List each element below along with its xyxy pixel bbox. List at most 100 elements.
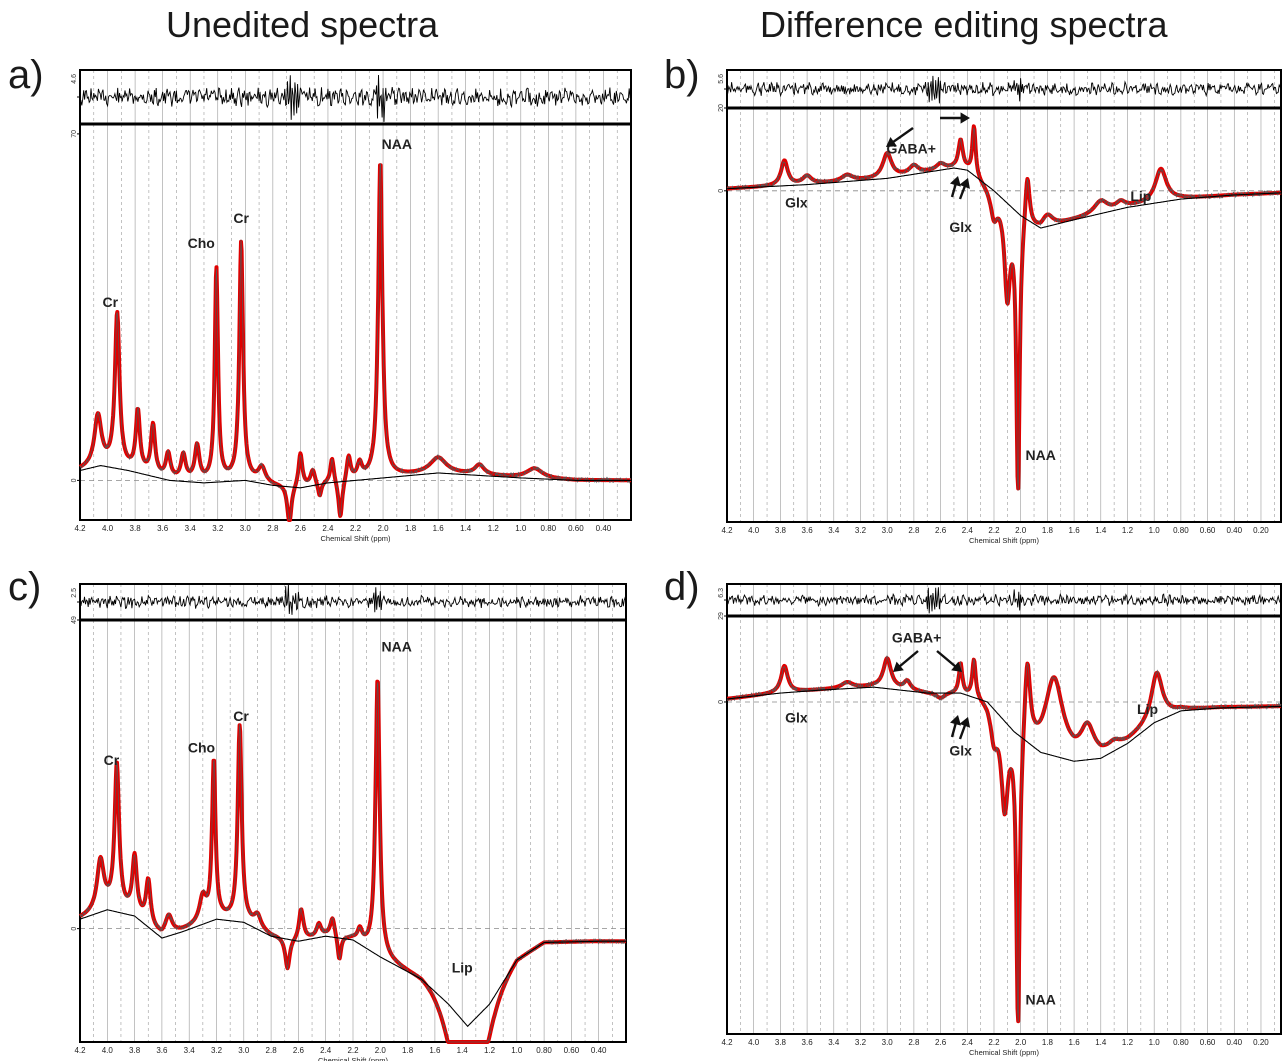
spectrum-frame [726, 615, 1282, 1035]
x-tick-label: 3.6 [802, 526, 814, 535]
x-tick-label: 0.20 [1253, 1038, 1269, 1047]
x-axis-label: Chemical Shift (ppm) [969, 536, 1040, 545]
y-tick-label: 20 [718, 104, 725, 112]
x-tick-label: 1.8 [402, 1046, 414, 1055]
x-tick-label: 2.2 [347, 1046, 359, 1055]
fit-line [725, 124, 1283, 491]
gaba-arrow-left [890, 127, 914, 145]
x-tick-label: 0.20 [1253, 526, 1269, 535]
x-tick-label: 1.0 [1149, 1038, 1161, 1047]
panel-b: b) 5.6 20 0 4.2 4.0 3.8 3.6 3.4 3.2 3.0 2.8 2.6 2.4 2.… [664, 53, 1283, 545]
x-tick-label: 2.0 [1015, 1038, 1027, 1047]
x-tick-label: 4.2 [721, 526, 733, 535]
x-tick-label: 3.2 [211, 1046, 223, 1055]
x-tick-label: 0.80 [1173, 526, 1189, 535]
y-tick-label: 49 [71, 616, 78, 624]
x-tick-label: 3.0 [882, 526, 894, 535]
x-tick-label: 1.4 [460, 524, 472, 533]
fit-line [725, 656, 1283, 1024]
x-tick-label: 3.8 [130, 524, 142, 533]
annotation-glx: Glx [949, 219, 972, 235]
baseline-line [726, 686, 1281, 762]
y-tick-label: 0 [71, 927, 78, 931]
annotation-naa: NAA [1026, 447, 1056, 463]
residual-trace [726, 587, 1282, 614]
residual-scale-label: 2.5 [71, 588, 78, 598]
gaba-arrow-right [936, 650, 959, 670]
x-tick-label: 2.8 [908, 1038, 920, 1047]
x-tick-label: 2.2 [988, 1038, 1000, 1047]
x-tick-label: 3.6 [157, 524, 169, 533]
glx-arrow-2-head [959, 178, 970, 189]
x-tick-label: 1.4 [1095, 1038, 1107, 1047]
x-tick-label: 0.40 [591, 1046, 607, 1055]
panel-label: d) [664, 565, 700, 609]
x-tick-label: 2.8 [267, 524, 279, 533]
gaba-arrow-left-head [893, 661, 904, 672]
x-tick-label: 2.6 [935, 526, 947, 535]
x-tick-label: 4.0 [102, 524, 114, 533]
x-tick-label: 1.6 [429, 1046, 441, 1055]
x-tick-label: 3.4 [184, 1046, 196, 1055]
right-column-heading: Difference editing spectra [760, 4, 1168, 45]
left-column-heading: Unedited spectra [166, 4, 439, 45]
baseline-line [79, 909, 626, 1028]
glx-arrow-1-head [950, 715, 961, 726]
x-tick-label: 0.60 [1200, 526, 1216, 535]
annotation-glx: Glx [785, 710, 808, 726]
annotation-cr: Cr [104, 752, 120, 768]
panel-d: d) 6.3 29 0 4.2 4.0 3.8 3.6 3.4 3.2 3.0 2.8 2.6 2.4 2.… [664, 565, 1283, 1057]
annotation-lip: Lip [1137, 701, 1158, 717]
panel-a: a) 4.6 70 0 4.2 4.0 3.8 3.6 3.4 3.2 3.0 2.8 2.6 2.4 2.… [8, 53, 633, 543]
x-tick-label: 0.60 [568, 524, 584, 533]
y-tick-label: 0 [718, 189, 725, 193]
x-tick-label: 3.4 [185, 524, 197, 533]
residual-scale-label: 6.3 [718, 588, 725, 598]
x-tick-label: 2.6 [295, 524, 307, 533]
annotation-cr: Cr [103, 294, 119, 310]
x-tick-label: 1.6 [433, 524, 445, 533]
x-tick-label: 2.0 [375, 1046, 387, 1055]
annotation-naa: NAA [1026, 991, 1056, 1007]
x-tick-label: 1.0 [1149, 526, 1161, 535]
panel-label: b) [664, 53, 700, 97]
x-tick-label: 3.6 [802, 1038, 814, 1047]
x-tick-label: 2.2 [350, 524, 362, 533]
x-tick-label: 0.60 [564, 1046, 580, 1055]
x-axis-label: Chemical Shift (ppm) [320, 534, 391, 543]
x-tick-label: 2.6 [935, 1038, 947, 1047]
x-tick-label: 1.4 [1095, 526, 1107, 535]
x-tick-label: 0.40 [596, 524, 612, 533]
panel-c: c) 2.5 49 0 4.2 4.0 3.8 3.6 3.4 3.2 3.0 2.8 2.6 2.4 2.… [8, 565, 628, 1061]
x-tick-label: 3.2 [855, 526, 867, 535]
annotation-naa: NAA [382, 136, 412, 152]
x-tick-label: 3.4 [828, 526, 840, 535]
x-tick-label: 3.8 [775, 1038, 787, 1047]
annotation-gabaplus: GABA+ [892, 630, 941, 646]
data-line [726, 127, 1282, 491]
x-tick-label: 1.2 [1122, 1038, 1134, 1047]
x-tick-label: 4.2 [74, 1046, 86, 1055]
x-tick-label: 1.2 [484, 1046, 496, 1055]
x-tick-label: 3.0 [238, 1046, 250, 1055]
x-tick-label: 2.4 [962, 1038, 974, 1047]
annotation-cr: Cr [233, 708, 249, 724]
spectrum-frame [726, 107, 1282, 523]
x-tick-label: 4.0 [748, 526, 760, 535]
panel-label: c) [8, 565, 41, 609]
x-tick-label: 1.8 [405, 524, 417, 533]
annotation-glx: Glx [949, 742, 972, 758]
x-tick-label: 0.40 [1226, 1038, 1242, 1047]
annotation-lip: Lip [452, 960, 473, 976]
annotation-gabaplus: GABA+ [887, 141, 936, 157]
x-tick-label: 4.0 [102, 1046, 114, 1055]
annotation-glx: Glx [785, 194, 808, 210]
x-tick-label: 1.8 [1042, 1038, 1054, 1047]
x-tick-label: 1.0 [511, 1046, 523, 1055]
y-tick-label: 0 [718, 700, 725, 704]
glx-arrow-1-head [949, 176, 961, 187]
annotation-cho: Cho [188, 739, 215, 755]
x-tick-label: 1.6 [1069, 1038, 1081, 1047]
residual-scale-label: 5.6 [718, 74, 725, 84]
x-tick-label: 2.8 [266, 1046, 278, 1055]
